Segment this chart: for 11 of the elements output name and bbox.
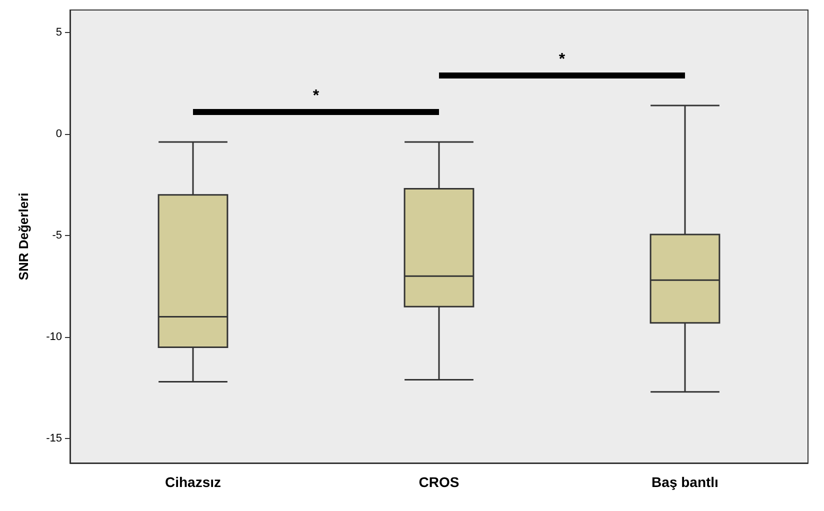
x-tick-label: CROS <box>418 474 460 490</box>
y-tick-label: -15 <box>46 432 62 445</box>
y-tick-label: -10 <box>46 331 62 344</box>
y-tick-label: 5 <box>56 26 62 38</box>
annotation: * <box>558 50 566 68</box>
annotation: * <box>312 88 320 105</box>
y-tick-label: -5 <box>52 229 62 242</box>
x-tick-label: Baş bantlı <box>652 474 718 490</box>
y-axis-title: SNR Değerleri <box>16 192 31 280</box>
y-tick-label: 0 <box>56 128 62 140</box>
x-tick-label: Cihazsız <box>164 474 222 490</box>
